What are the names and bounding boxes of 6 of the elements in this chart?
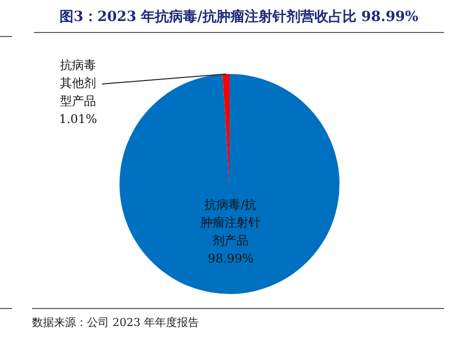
data-label: 1.01% xyxy=(58,112,98,126)
chart-title: 图3：2023 年抗病毒/抗肿瘤注射针剂营收占比 98.99% xyxy=(34,8,444,33)
slice-label: 抗病毒其他剂型产品 xyxy=(60,58,96,108)
data-label: 98.99% xyxy=(208,252,254,266)
source-note: 数据来源：公司 2023 年年度报告 xyxy=(32,308,444,330)
slice-label: 抗病毒/抗肿瘤注射针剂产品 xyxy=(200,198,261,248)
